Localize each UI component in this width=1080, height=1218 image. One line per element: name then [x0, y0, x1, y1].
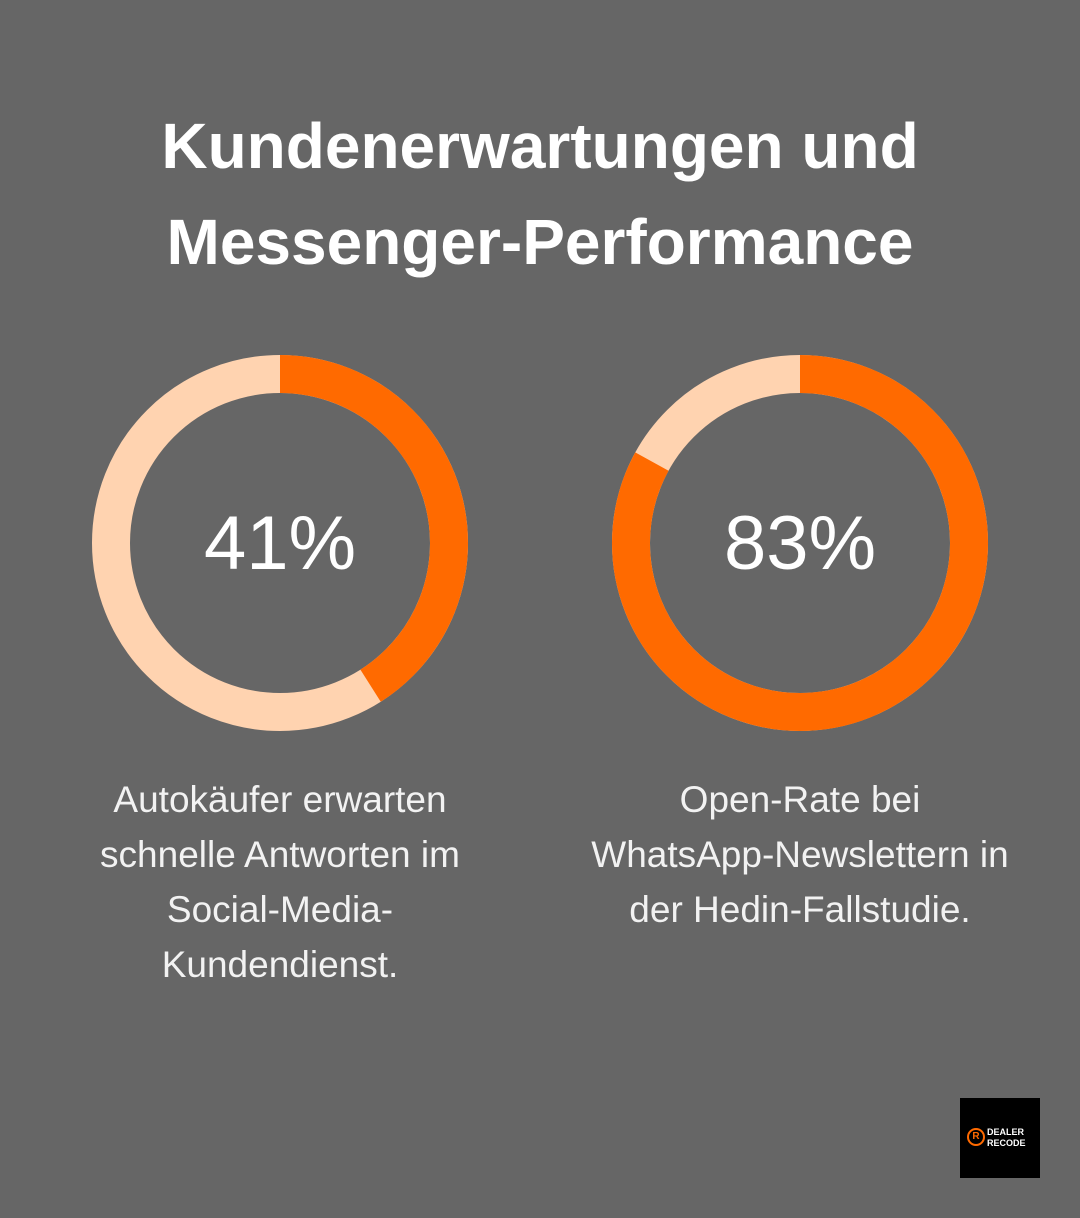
- logo-icon: R: [967, 1128, 985, 1146]
- logo: R DEALER RECODE: [960, 1098, 1040, 1178]
- logo-line: DEALER: [987, 1127, 1025, 1137]
- value-label: 41%: [204, 501, 356, 586]
- description: Open-Rate bei WhatsApp-Newslettern in de…: [591, 779, 1009, 930]
- logo-line: RECODE: [987, 1138, 1026, 1148]
- donut-arc: [612, 355, 988, 731]
- donut-arc: [279, 355, 468, 702]
- description: Autokäufer erwarten schnelle Antworten i…: [100, 779, 460, 985]
- title: Kundenerwartungen und Messenger-Performa…: [161, 110, 919, 278]
- value-label: 83%: [724, 501, 876, 586]
